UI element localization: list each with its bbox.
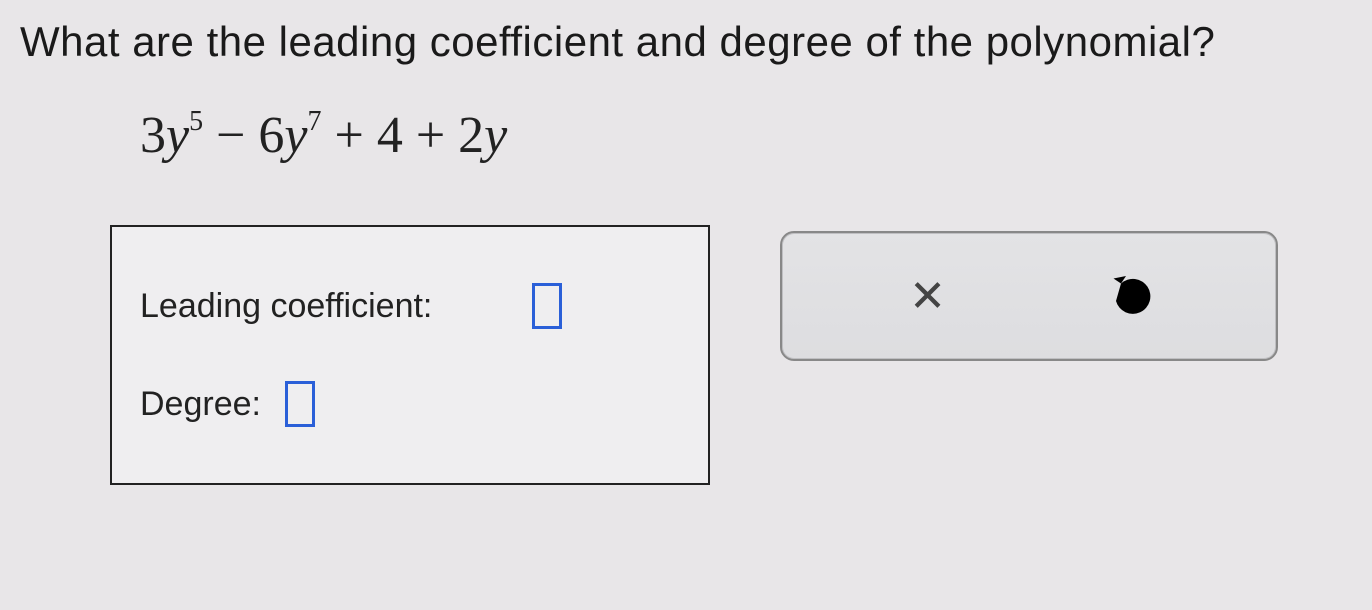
term-3-prefix: + <box>322 107 377 164</box>
undo-icon[interactable] <box>1101 266 1161 326</box>
question-text: What are the leading coefficient and deg… <box>20 18 1352 66</box>
degree-label: Degree: <box>140 385 261 424</box>
term-4-prefix: + <box>403 107 458 164</box>
degree-row: Degree: <box>140 381 680 427</box>
term-1-var: y <box>166 107 189 164</box>
clear-icon[interactable]: ✕ <box>898 266 958 326</box>
leading-coefficient-label: Leading coefficient: <box>140 287 432 326</box>
polynomial-expression: 3y5 − 6y7 + 4 + 2y <box>140 106 1352 165</box>
control-panel: ✕ <box>780 231 1278 361</box>
term-2-exp: 7 <box>308 106 322 137</box>
term-4-var: y <box>484 107 507 164</box>
leading-coefficient-input[interactable] <box>532 283 562 329</box>
answer-box: Leading coefficient: Degree: <box>110 225 710 485</box>
degree-input[interactable] <box>285 381 315 427</box>
term-1-coef: 3 <box>140 107 166 164</box>
term-3-coef: 4 <box>377 107 403 164</box>
term-2-var: y <box>284 107 307 164</box>
term-2-coef: 6 <box>258 107 284 164</box>
term-1-exp: 5 <box>189 106 203 137</box>
term-4-coef: 2 <box>458 107 484 164</box>
term-2-prefix: − <box>203 107 258 164</box>
leading-coefficient-row: Leading coefficient: <box>140 283 680 329</box>
